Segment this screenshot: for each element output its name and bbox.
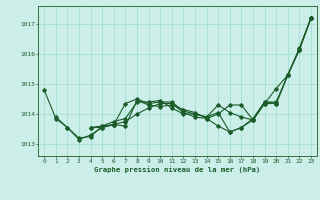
X-axis label: Graphe pression niveau de la mer (hPa): Graphe pression niveau de la mer (hPa) (94, 167, 261, 173)
